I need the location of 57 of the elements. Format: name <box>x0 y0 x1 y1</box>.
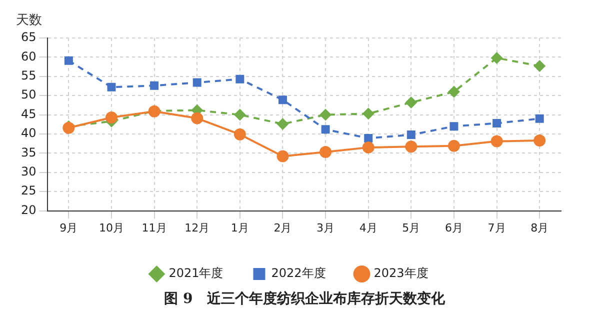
y-tick-label: 55 <box>20 68 36 83</box>
legend-label: 2023年度 <box>374 266 428 280</box>
point <box>405 140 418 153</box>
x-tick-label: 5月 <box>402 221 420 234</box>
point <box>535 114 544 123</box>
point <box>191 112 204 124</box>
y-tick-label: 30 <box>20 164 36 179</box>
y-tick-label: 35 <box>20 145 36 160</box>
point <box>320 108 332 121</box>
text: 图 9 近三个年度纺织企业布库存折天数变化 <box>163 290 446 308</box>
y-axis-title: 天数 <box>16 12 42 28</box>
point <box>490 135 503 148</box>
point <box>448 86 460 98</box>
point <box>320 146 332 158</box>
point <box>364 134 373 142</box>
point <box>406 130 416 140</box>
point <box>362 141 374 154</box>
x-tick-label: 9月 <box>60 221 78 234</box>
point <box>234 128 246 140</box>
point <box>448 140 460 152</box>
point <box>105 111 118 124</box>
legend-label: 2021年度 <box>168 266 224 280</box>
y-tick-label: 65 <box>20 30 36 44</box>
x-tick-label: 11月 <box>142 221 167 234</box>
point <box>490 52 503 64</box>
point <box>534 134 546 147</box>
y-tick-label: 40 <box>20 126 36 140</box>
legend-label: 2022年度 <box>271 266 326 280</box>
point <box>321 125 330 134</box>
point <box>192 78 202 87</box>
y-tick-label: 20 <box>20 202 36 217</box>
point <box>234 108 246 121</box>
point <box>534 60 546 72</box>
x-tick-label: 4月 <box>359 221 378 234</box>
point <box>107 82 116 92</box>
point <box>276 118 289 130</box>
x-tick-label: 10月 <box>98 221 124 234</box>
y-tick-label: 50 <box>20 88 36 102</box>
y-tick-label: 25 <box>20 184 36 198</box>
point <box>64 56 73 65</box>
point <box>150 81 159 90</box>
point <box>450 122 458 131</box>
x-tick-label: 2月 <box>274 221 292 234</box>
x-tick-label: 8月 <box>530 221 549 234</box>
x-tick-label: 7月 <box>488 221 506 234</box>
point <box>236 74 244 84</box>
x-tick-label: 12月 <box>184 221 210 234</box>
point <box>276 150 289 162</box>
point <box>278 96 287 104</box>
point <box>362 108 374 120</box>
x-tick-label: 6月 <box>444 221 463 234</box>
x-tick-label: 1月 <box>230 221 249 234</box>
point <box>405 96 418 109</box>
x-tick-label: 3月 <box>316 221 335 234</box>
y-tick-label: 60 <box>20 49 36 64</box>
point <box>492 119 502 128</box>
y-tick-label: 45 <box>20 106 36 121</box>
